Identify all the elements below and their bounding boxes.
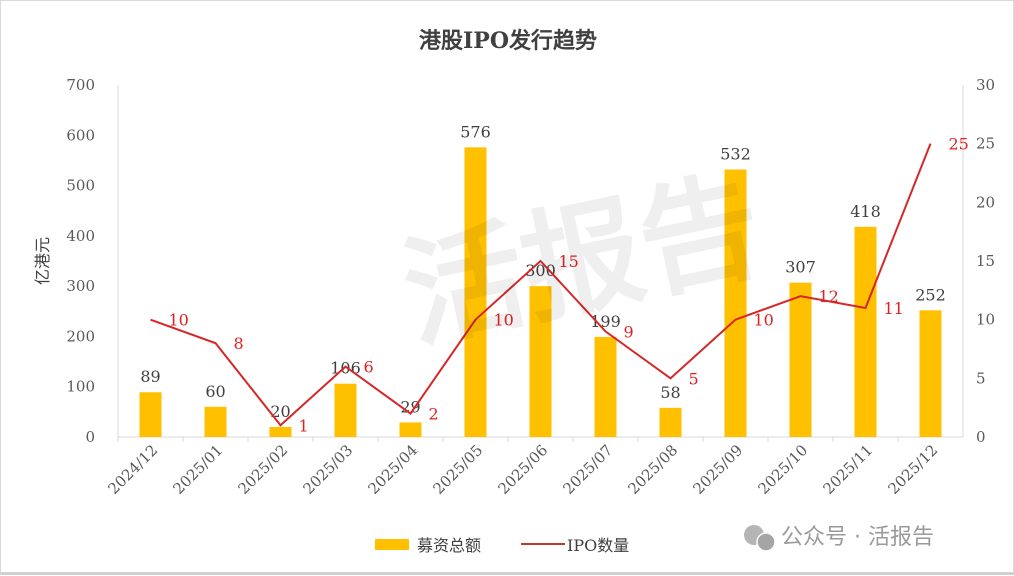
bar-data-label: 307 <box>785 258 816 277</box>
line-data-label: 10 <box>169 311 189 330</box>
x-tick-label: 2025/11 <box>820 441 877 498</box>
center-watermark: 活报告 <box>392 156 773 367</box>
y-tick-label: 200 <box>66 327 95 345</box>
watermark-text: 公众号 · 活报告 <box>781 525 934 550</box>
bar-data-label: 576 <box>460 122 491 141</box>
legend-bar-swatch <box>375 539 409 550</box>
x-tick-label: 2024/12 <box>105 441 162 498</box>
y-tick-label: 700 <box>66 76 95 94</box>
y2-tick-label: 5 <box>976 369 986 387</box>
y2-tick-label: 15 <box>976 252 995 270</box>
y2-tick-label: 0 <box>976 428 986 446</box>
bar <box>724 169 747 438</box>
x-tick-label: 2025/07 <box>560 441 617 498</box>
line-data-label: 6 <box>364 358 374 377</box>
line-data-label: 2 <box>429 405 439 424</box>
line-data-label: 15 <box>559 252 579 271</box>
y-tick-label: 100 <box>66 378 95 396</box>
y-tick-label: 0 <box>85 428 95 446</box>
wechat-watermark: 公众号 · 活报告 <box>744 525 934 552</box>
bar <box>789 282 812 437</box>
x-tick-label: 2025/10 <box>755 441 812 498</box>
x-tick-label: 2025/08 <box>625 441 682 498</box>
line-data-label: 5 <box>689 369 699 388</box>
bar <box>334 383 357 437</box>
bar <box>659 407 682 437</box>
bar <box>399 422 422 437</box>
line-data-label: 9 <box>624 322 634 341</box>
bar-data-label: 300 <box>525 261 556 280</box>
legend: 募资总额 IPO数量 <box>375 536 629 555</box>
bar <box>204 406 227 437</box>
bar-data-label: 199 <box>590 312 621 331</box>
legend-bar-label: 募资总额 <box>417 536 481 555</box>
bar <box>594 336 617 437</box>
y2-tick-label: 25 <box>976 135 995 153</box>
x-tick-label: 2025/12 <box>885 441 942 498</box>
legend-line-label: IPO数量 <box>567 536 629 555</box>
line-data-label: 12 <box>819 287 839 306</box>
line-data-label: 25 <box>949 135 969 154</box>
line-data-label: 1 <box>299 416 309 435</box>
line-data-label: 10 <box>494 311 514 330</box>
chart-title: 港股IPO发行趋势 <box>419 28 597 54</box>
bar <box>139 392 162 437</box>
y-tick-label: 400 <box>66 227 95 245</box>
bar-data-label: 58 <box>660 383 680 402</box>
line-data-label: 11 <box>884 299 904 318</box>
line-data-label: 10 <box>754 311 774 330</box>
bar-data-label: 89 <box>140 367 160 386</box>
y2-tick-label: 10 <box>976 311 995 329</box>
bar-data-label: 532 <box>720 144 751 163</box>
y-tick-label: 500 <box>66 177 95 195</box>
x-tick-label: 2025/09 <box>690 441 747 498</box>
bar <box>269 426 292 437</box>
bar-data-label: 29 <box>400 397 420 416</box>
x-tick-label: 2025/05 <box>430 441 487 498</box>
y-axis-label: 亿港元 <box>33 237 52 285</box>
x-tick-label: 2025/02 <box>235 441 292 498</box>
y-tick-label: 600 <box>66 126 95 144</box>
bar-data-label: 20 <box>270 402 290 421</box>
bar <box>919 310 942 437</box>
y-tick-label: 300 <box>66 277 95 295</box>
bar <box>464 147 487 437</box>
x-tick-label: 2025/01 <box>170 441 227 498</box>
x-tick-label: 2025/03 <box>300 441 357 498</box>
bar <box>529 286 552 437</box>
bar <box>854 226 877 437</box>
bar-data-label: 418 <box>850 202 881 221</box>
x-tick-label: 2025/04 <box>365 441 422 498</box>
y2-tick-label: 30 <box>976 76 995 94</box>
bar-data-label: 60 <box>205 382 225 401</box>
bar-data-label: 252 <box>915 285 946 304</box>
line-data-label: 8 <box>234 334 244 353</box>
ipo-count-line <box>150 143 932 427</box>
x-tick-label: 2025/06 <box>495 441 552 498</box>
y2-tick-label: 20 <box>976 193 995 211</box>
